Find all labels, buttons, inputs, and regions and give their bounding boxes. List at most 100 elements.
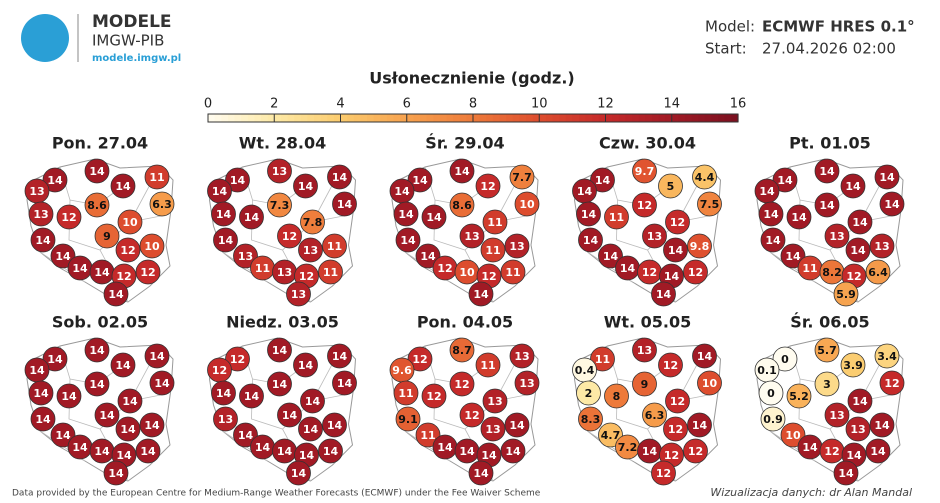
colorbar-segment: [333, 114, 342, 122]
station-marker: [780, 422, 806, 448]
station-value: 14: [94, 445, 110, 458]
station-value: 14: [879, 171, 895, 184]
station-marker: [300, 209, 325, 235]
station-marker: [144, 164, 170, 190]
station-value: 14: [144, 419, 160, 432]
station-value: 12: [464, 409, 479, 422]
station-value: 14: [656, 288, 672, 301]
model-value: ECMWF HRES 0.1°: [762, 18, 915, 36]
station-marker: [135, 438, 161, 464]
station-value: 14: [298, 359, 314, 372]
station-marker: [135, 259, 161, 285]
station-marker: [642, 402, 667, 428]
station-marker: [395, 406, 421, 432]
station-marker: [449, 371, 475, 397]
colorbar-segment: [565, 114, 573, 122]
station-value: 14: [89, 165, 105, 178]
station-value: 12: [437, 262, 452, 275]
station-marker: [786, 204, 812, 230]
station-marker: [576, 380, 601, 406]
station-value: 14: [668, 244, 684, 257]
station-marker: [879, 370, 905, 396]
station-value: 14: [244, 390, 260, 403]
station-marker: [327, 164, 352, 190]
station-value: 13: [647, 230, 662, 243]
station-value: 13: [519, 377, 534, 390]
station-value: 0.4: [575, 364, 595, 377]
colorbar-segment: [274, 114, 282, 122]
station-value: 14: [332, 171, 348, 184]
station-value: 14: [120, 423, 136, 436]
station-marker: [683, 438, 708, 464]
station-value: 14: [29, 364, 45, 377]
station-marker: [604, 204, 629, 230]
station-value: 2: [585, 387, 593, 400]
station-value: 14: [400, 234, 416, 247]
station-value: 14: [583, 234, 599, 247]
logo-line1: MODELE: [92, 12, 172, 32]
footer-credit: Wizualizacja danych: dr Alan Mandal: [710, 486, 912, 499]
colorbar-segment: [718, 114, 726, 122]
colorbar-segment: [247, 114, 255, 122]
station-value: 12: [664, 449, 679, 462]
colorbar-segment: [466, 114, 474, 122]
station-value: 14: [473, 288, 489, 301]
station-marker: [149, 191, 175, 217]
colorbar-segment: [618, 114, 626, 122]
station-marker: [692, 343, 717, 369]
start-value: 27.04.2026 02:00: [762, 40, 896, 58]
station-marker: [415, 243, 441, 269]
colorbar-segment: [373, 114, 381, 122]
station-marker: [651, 460, 676, 486]
station-marker: [84, 371, 110, 397]
station-value: 14: [819, 199, 835, 212]
colorbar-segment: [234, 114, 242, 122]
station-value: 14: [852, 216, 868, 229]
station-marker: [28, 380, 54, 406]
map-title: Wt. 05.05: [604, 313, 692, 332]
map-title: Pt. 01.05: [789, 134, 871, 153]
station-marker: [665, 209, 690, 235]
station-marker: [459, 402, 485, 428]
station-value: 14: [870, 445, 886, 458]
station-value: 11: [609, 211, 624, 224]
station-value: 13: [277, 266, 292, 279]
station-value: 14: [595, 174, 611, 187]
station-marker: [233, 422, 258, 448]
station-marker: [879, 191, 905, 217]
station-marker: [30, 406, 56, 432]
station-marker: [415, 422, 441, 448]
station-marker: [840, 352, 866, 378]
station-value: 14: [759, 185, 775, 198]
station-marker: [42, 167, 68, 193]
station-marker: [578, 227, 603, 253]
colorbar-segment: [400, 114, 408, 122]
station-value: 12: [282, 230, 297, 243]
station-marker: [30, 227, 56, 253]
station-marker: [233, 243, 258, 269]
station-marker: [115, 237, 141, 263]
station-value: 12: [140, 266, 155, 279]
station-marker: [277, 223, 302, 249]
station-marker: [687, 233, 712, 259]
station-marker: [327, 343, 352, 369]
station-value: 14: [884, 198, 900, 211]
station-marker: [824, 223, 850, 249]
station-value: 14: [394, 185, 410, 198]
station-value: 14: [581, 208, 597, 221]
colorbar-segment: [320, 114, 328, 122]
station-marker: [267, 158, 292, 184]
station-value: 0.9: [763, 413, 783, 426]
colorbar-segment: [486, 114, 494, 122]
map-title: Czw. 30.04: [599, 134, 696, 153]
station-value: 12: [884, 377, 899, 390]
station-value: 14: [505, 445, 521, 458]
station-marker: [632, 371, 657, 397]
colorbar-segment: [241, 114, 249, 122]
station-marker: [213, 406, 238, 432]
colorbar-segment: [453, 114, 461, 122]
colorbar-tick-label: 6: [403, 97, 411, 112]
